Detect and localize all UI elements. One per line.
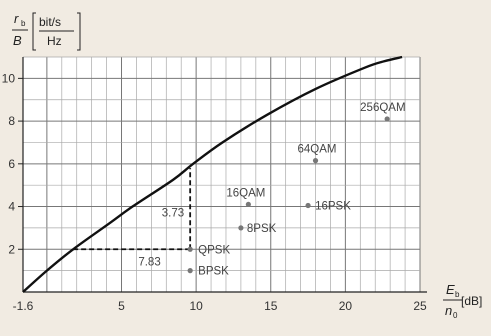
ylabel-sub: b — [21, 19, 26, 28]
modulation-point — [312, 158, 319, 164]
y-tick-label: 10 — [2, 71, 16, 85]
modulation-label: BPSK — [198, 266, 229, 278]
x-tick-label: 5 — [118, 299, 125, 313]
x-axis-label: E b n 0 [dB] — [443, 282, 482, 320]
capacity-curve — [22, 55, 403, 293]
y-axis-label: r b B bit/s Hz — [12, 11, 81, 51]
xlabel-num-sub: b — [455, 290, 460, 299]
x-tick-label: -1.6 — [13, 299, 34, 313]
xlabel-den-sub: 0 — [453, 311, 458, 320]
modulation-point — [238, 225, 244, 231]
modulation-point — [187, 246, 193, 252]
annotation-label: 7.83 — [138, 256, 160, 268]
y-tick-label: 8 — [8, 114, 15, 128]
y-tick-label: 4 — [8, 200, 15, 214]
modulation-label: 64QAM — [298, 144, 337, 156]
modulation-point — [245, 201, 251, 208]
modulation-point — [187, 268, 193, 274]
plot-area — [23, 57, 420, 292]
x-tick-label: 10 — [189, 299, 203, 313]
x-tick-label: 20 — [339, 299, 353, 313]
modulation-points: 256QAM 64QAM 16QAM 16PSK 8PSK QPSK BPSK — [187, 102, 406, 278]
ylabel-den: B — [13, 33, 22, 48]
modulation-label: 256QAM — [360, 102, 405, 114]
ylabel-unit-num: bit/s — [39, 15, 61, 29]
modulation-label: 16QAM — [226, 187, 265, 199]
modulation-label: 8PSK — [247, 223, 277, 235]
x-tick-label: 15 — [264, 299, 278, 313]
modulation-point — [384, 116, 390, 122]
ylabel-var: r — [14, 11, 19, 26]
tick-labels: -1.6 5 10 15 20 25 2 4 6 8 10 — [2, 71, 427, 313]
ylabel-unit-den: Hz — [47, 34, 62, 48]
annotations: 3.73 7.83 — [138, 207, 184, 268]
guide-lines — [73, 168, 192, 251]
modulation-label: QPSK — [198, 244, 230, 256]
modulation-point — [305, 202, 311, 209]
modulation-label: 16PSK — [315, 200, 351, 212]
y-tick-label: 2 — [8, 242, 15, 256]
x-tick-label: 25 — [413, 299, 427, 313]
xlabel-unit: [dB] — [461, 294, 482, 308]
xlabel-num-var: E — [446, 282, 455, 297]
annotation-label: 3.73 — [162, 207, 184, 219]
y-tick-label: 6 — [8, 157, 15, 171]
xlabel-den-var: n — [445, 303, 452, 318]
